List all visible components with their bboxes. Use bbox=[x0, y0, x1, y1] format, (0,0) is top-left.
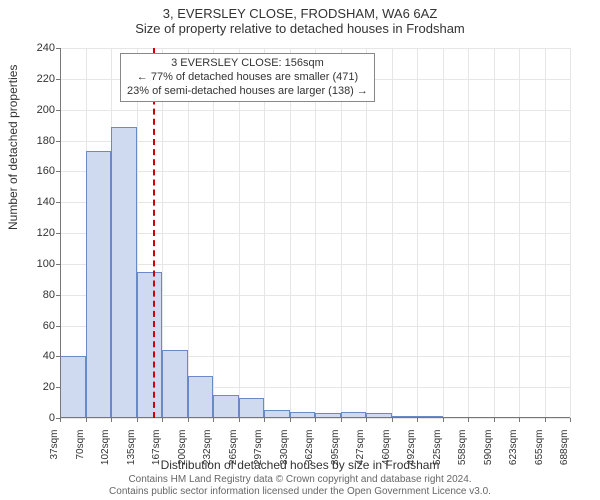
x-tick-label: 102sqm bbox=[100, 430, 111, 480]
histogram-bar bbox=[239, 398, 265, 418]
gridline-v bbox=[570, 48, 571, 418]
gridline-v bbox=[392, 48, 393, 418]
y-tick-label: 220 bbox=[15, 73, 55, 85]
x-tick-label: 558sqm bbox=[457, 430, 468, 480]
x-tick-label: 655sqm bbox=[534, 430, 545, 480]
histogram-bar bbox=[111, 127, 137, 418]
x-tick-mark bbox=[468, 418, 469, 422]
gridline-v bbox=[188, 48, 189, 418]
chart-subtitle: Size of property relative to detached ho… bbox=[0, 21, 600, 36]
y-tick-label: 40 bbox=[15, 350, 55, 362]
gridline-v bbox=[417, 48, 418, 418]
x-tick-label: 232sqm bbox=[202, 430, 213, 480]
x-tick-mark bbox=[341, 418, 342, 422]
gridline-v bbox=[366, 48, 367, 418]
annotation-box: 3 EVERSLEY CLOSE: 156sqm← 77% of detache… bbox=[120, 53, 375, 102]
gridline-v bbox=[264, 48, 265, 418]
x-tick-mark bbox=[111, 418, 112, 422]
x-tick-label: 330sqm bbox=[279, 430, 290, 480]
y-tick-label: 200 bbox=[15, 104, 55, 116]
y-tick-label: 100 bbox=[15, 258, 55, 270]
histogram-bar bbox=[60, 356, 86, 418]
gridline-v bbox=[239, 48, 240, 418]
y-tick-label: 80 bbox=[15, 289, 55, 301]
x-tick-mark bbox=[60, 418, 61, 422]
x-tick-mark bbox=[264, 418, 265, 422]
x-tick-mark bbox=[570, 418, 571, 422]
x-tick-label: 395sqm bbox=[330, 430, 341, 480]
gridline-v bbox=[341, 48, 342, 418]
y-axis bbox=[60, 48, 61, 418]
x-tick-mark bbox=[545, 418, 546, 422]
x-tick-label: 167sqm bbox=[151, 430, 162, 480]
gridline-v bbox=[290, 48, 291, 418]
annotation-line: 3 EVERSLEY CLOSE: 156sqm bbox=[127, 57, 368, 71]
x-tick-mark bbox=[213, 418, 214, 422]
x-tick-label: 265sqm bbox=[228, 430, 239, 480]
y-tick-label: 20 bbox=[15, 381, 55, 393]
x-tick-label: 362sqm bbox=[304, 430, 315, 480]
gridline-v bbox=[443, 48, 444, 418]
x-tick-mark bbox=[417, 418, 418, 422]
gridline-v bbox=[545, 48, 546, 418]
x-tick-label: 460sqm bbox=[381, 430, 392, 480]
gridline-v bbox=[468, 48, 469, 418]
x-tick-mark bbox=[86, 418, 87, 422]
page-title: 3, EVERSLEY CLOSE, FRODSHAM, WA6 6AZ bbox=[0, 0, 600, 21]
x-axis bbox=[60, 417, 570, 418]
gridline-v bbox=[315, 48, 316, 418]
marker-line bbox=[153, 48, 155, 418]
x-tick-mark bbox=[519, 418, 520, 422]
plot-area: 3 EVERSLEY CLOSE: 156sqm← 77% of detache… bbox=[60, 48, 570, 418]
x-tick-label: 297sqm bbox=[253, 430, 264, 480]
x-tick-label: 37sqm bbox=[49, 430, 60, 480]
annotation-line: ← 77% of detached houses are smaller (47… bbox=[127, 71, 368, 85]
x-tick-mark bbox=[290, 418, 291, 422]
histogram-bar bbox=[162, 350, 188, 418]
y-tick-label: 140 bbox=[15, 196, 55, 208]
x-tick-label: 492sqm bbox=[406, 430, 417, 480]
y-tick-label: 180 bbox=[15, 135, 55, 147]
histogram-bar bbox=[188, 376, 214, 418]
gridline-v bbox=[213, 48, 214, 418]
x-tick-mark bbox=[239, 418, 240, 422]
footer-line-2: Contains public sector information licen… bbox=[0, 486, 600, 498]
x-tick-mark bbox=[443, 418, 444, 422]
histogram-bar bbox=[86, 151, 112, 418]
x-tick-label: 590sqm bbox=[483, 430, 494, 480]
x-tick-mark bbox=[392, 418, 393, 422]
x-tick-mark bbox=[366, 418, 367, 422]
y-tick-label: 120 bbox=[15, 227, 55, 239]
y-tick-label: 60 bbox=[15, 320, 55, 332]
x-tick-label: 70sqm bbox=[75, 430, 86, 480]
y-tick-label: 160 bbox=[15, 165, 55, 177]
x-tick-mark bbox=[494, 418, 495, 422]
y-tick-label: 240 bbox=[15, 42, 55, 54]
annotation-line: 23% of semi-detached houses are larger (… bbox=[127, 85, 368, 99]
x-tick-mark bbox=[162, 418, 163, 422]
x-tick-label: 427sqm bbox=[355, 430, 366, 480]
x-tick-mark bbox=[137, 418, 138, 422]
x-tick-label: 200sqm bbox=[177, 430, 188, 480]
gridline-v bbox=[519, 48, 520, 418]
x-tick-label: 623sqm bbox=[508, 430, 519, 480]
x-tick-mark bbox=[315, 418, 316, 422]
gridline-v bbox=[494, 48, 495, 418]
y-tick-label: 0 bbox=[15, 412, 55, 424]
histogram-bar bbox=[213, 395, 239, 418]
x-tick-label: 688sqm bbox=[559, 430, 570, 480]
x-tick-label: 525sqm bbox=[432, 430, 443, 480]
x-tick-mark bbox=[188, 418, 189, 422]
histogram-bar bbox=[137, 272, 163, 418]
x-tick-label: 135sqm bbox=[126, 430, 137, 480]
